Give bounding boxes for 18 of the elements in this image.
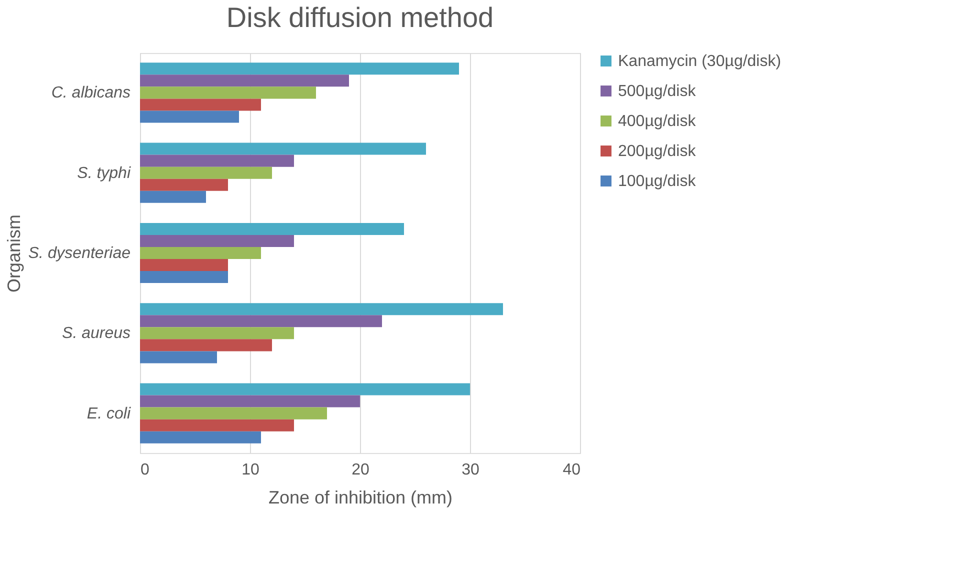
x-axis-title: Zone of inhibition (mm): [268, 488, 453, 508]
legend-label: Kanamycin (30µg/disk): [618, 53, 782, 70]
chart-title: Disk diffusion method: [226, 2, 494, 33]
legend-label: 500µg/disk: [618, 83, 697, 100]
x-tick-label: 0: [140, 462, 150, 478]
legend-label: 400µg/disk: [618, 113, 697, 130]
x-tick-label: 10: [242, 462, 260, 478]
y-tick-label: C. albicans: [51, 84, 130, 102]
legend-label: 200µg/disk: [618, 143, 697, 160]
legend-label: 100µg/disk: [618, 173, 697, 190]
x-tick-label: 30: [462, 462, 480, 478]
y-tick-label: S. dysenteriae: [28, 245, 131, 262]
x-tick-label: 40: [562, 462, 581, 478]
y-tick-label: S. typhi: [77, 164, 131, 182]
y-tick-label: E. coli: [86, 405, 131, 422]
y-axis-title: Organism: [4, 214, 24, 293]
y-tick-label: S. aureus: [62, 325, 130, 342]
x-tick-label: 20: [352, 462, 370, 478]
